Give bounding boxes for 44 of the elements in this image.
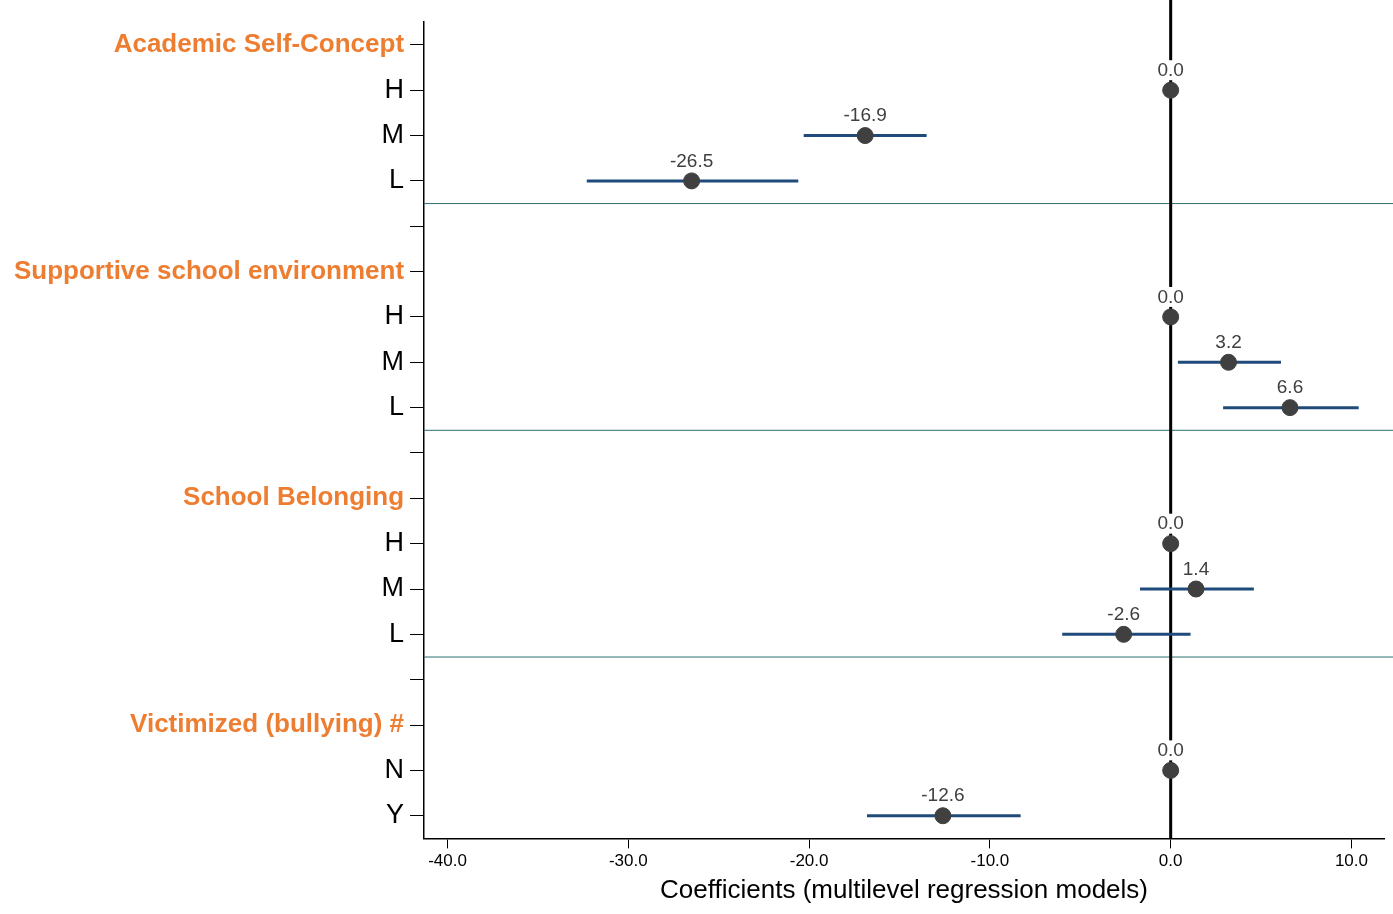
data-label: 0.0 bbox=[1157, 58, 1184, 80]
data-label: 0.0 bbox=[1157, 285, 1184, 307]
y-tick-label: H bbox=[384, 300, 405, 331]
y-tick-label: N bbox=[384, 753, 405, 784]
data-label: -2.6 bbox=[1107, 603, 1141, 625]
y-tick-label: L bbox=[389, 391, 405, 422]
y-tick-label: H bbox=[384, 527, 405, 558]
y-tick-label: M bbox=[381, 572, 405, 603]
y-tick-label: Supportive school environment bbox=[13, 254, 405, 285]
x-tick-label: -10.0 bbox=[970, 851, 1010, 871]
data-label: -12.6 bbox=[921, 784, 965, 806]
point bbox=[1162, 535, 1180, 553]
point bbox=[856, 127, 874, 145]
x-tick-label: 10.0 bbox=[1334, 851, 1369, 871]
point bbox=[1162, 81, 1180, 99]
point bbox=[1281, 399, 1299, 417]
point bbox=[934, 807, 952, 825]
data-label: -16.9 bbox=[843, 104, 887, 126]
y-tick-label: L bbox=[389, 617, 405, 648]
x-tick-label: -40.0 bbox=[428, 851, 467, 871]
y-tick-label: Y bbox=[386, 799, 405, 830]
y-tick-label: Academic Self-Concept bbox=[113, 28, 405, 59]
point bbox=[683, 172, 701, 190]
y-tick-label: Victimized (bullying) # bbox=[130, 708, 405, 739]
data-label: 6.6 bbox=[1276, 376, 1304, 398]
x-tick-label: 0.0 bbox=[1158, 851, 1183, 871]
point bbox=[1162, 308, 1180, 326]
point bbox=[1162, 761, 1180, 779]
point bbox=[1220, 353, 1238, 371]
x-tick-label: -20.0 bbox=[789, 851, 829, 871]
x-axis-title: Coefficients (multilevel regression models) bbox=[660, 873, 1148, 904]
point bbox=[1187, 580, 1205, 598]
data-label: 3.2 bbox=[1215, 331, 1242, 353]
data-label: 1.4 bbox=[1182, 557, 1210, 579]
data-label: -26.5 bbox=[669, 149, 714, 171]
y-tick-label: M bbox=[381, 119, 405, 150]
y-tick-label: School Belonging bbox=[183, 481, 405, 512]
y-tick-label: M bbox=[381, 345, 405, 376]
y-tick-label: L bbox=[389, 164, 405, 195]
data-label: 0.0 bbox=[1157, 512, 1184, 534]
x-tick-label: -30.0 bbox=[608, 851, 648, 871]
point bbox=[1115, 625, 1133, 643]
data-label: 0.0 bbox=[1157, 739, 1184, 761]
y-tick-label: H bbox=[384, 73, 405, 104]
